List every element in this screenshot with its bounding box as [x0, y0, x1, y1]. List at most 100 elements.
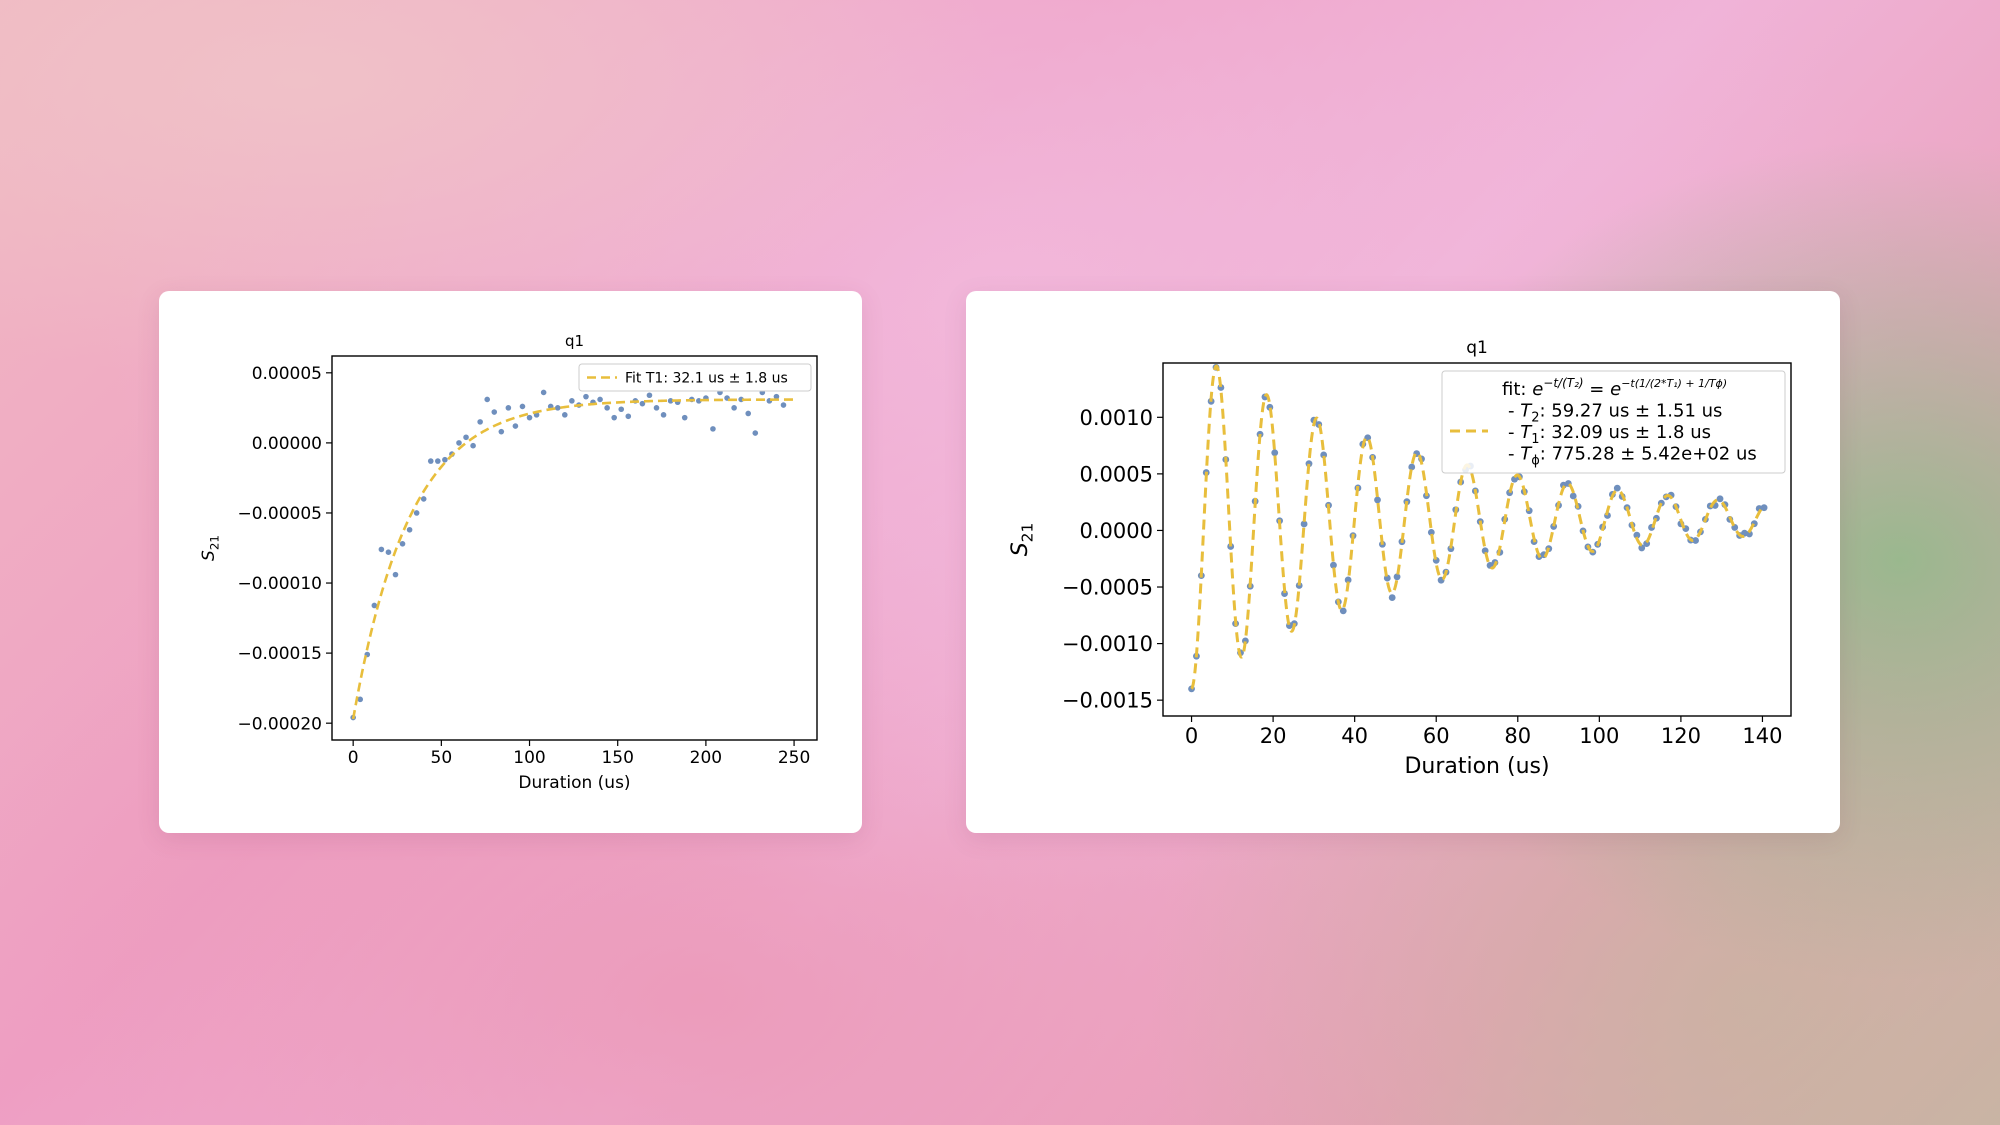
data-point [1569, 492, 1577, 500]
x-tick-label: 100 [1579, 724, 1619, 748]
data-point [385, 549, 392, 556]
plot-frame [1162, 362, 1792, 717]
data-point [1300, 520, 1308, 528]
data-point [1330, 561, 1337, 569]
data-point [392, 571, 399, 578]
data-point [491, 409, 498, 415]
data-point [519, 403, 526, 410]
data-point [420, 496, 427, 502]
data-point [477, 419, 483, 425]
legend-box [1441, 370, 1786, 474]
data-point [569, 398, 575, 404]
y-tick-label: −0.00020 [237, 714, 322, 734]
x-tick-label: 200 [690, 748, 722, 768]
data-point [442, 456, 448, 463]
chart-title: q1 [1466, 338, 1488, 358]
data-point [435, 458, 441, 464]
x-tick-label: 50 [431, 748, 453, 768]
data-point [1638, 544, 1646, 552]
data-point [745, 410, 752, 417]
data-point [512, 423, 519, 429]
data-point [611, 414, 617, 421]
data-point [1374, 496, 1381, 504]
x-tick-label: 60 [1423, 724, 1450, 748]
data-point [470, 442, 476, 449]
data-point [1716, 495, 1724, 503]
y-axis-label: S21 [199, 535, 221, 561]
x-tick-label: 0 [348, 748, 359, 768]
data-point [1393, 573, 1401, 581]
data-point [653, 405, 660, 411]
data-point [752, 430, 759, 436]
y-tick-label: −0.0005 [1062, 576, 1153, 600]
x-tick-label: 140 [1742, 724, 1782, 748]
y-tick-label: −0.00015 [237, 644, 322, 664]
y-tick-label: −0.0010 [1062, 632, 1153, 656]
data-point [646, 392, 653, 399]
data-point [597, 396, 603, 403]
data-point [1388, 594, 1396, 601]
data-point [463, 434, 469, 441]
x-tick-label: 250 [778, 748, 810, 768]
data-point [1295, 582, 1303, 589]
x-tick-label: 20 [1260, 724, 1287, 748]
y-tick-label: 0.00000 [252, 434, 322, 454]
data-point [1633, 531, 1641, 539]
data-point [681, 414, 688, 421]
data-point [639, 400, 646, 407]
data-point [710, 426, 716, 432]
y-tick-label: 0.00005 [252, 364, 322, 384]
data-point [1408, 463, 1416, 471]
data-point [1339, 607, 1347, 615]
data-point [562, 412, 568, 418]
t1-chart-card: 0 50 100 150 200 250 0.00005 0.00000 −0.00005 −0.… [159, 291, 862, 833]
y-tick-label: −0.00010 [237, 574, 322, 594]
legend-fit-param: - Tϕ: 775.28 ± 5.42e+02 us [1508, 444, 1757, 469]
y-tick-label: 0.0010 [1080, 406, 1153, 430]
x-tick-label: 40 [1341, 724, 1368, 748]
data-point [1613, 484, 1621, 492]
data-point [780, 402, 787, 408]
data-point [378, 546, 385, 553]
legend-fit-param: - T1: 32.09 us ± 1.8 us [1508, 422, 1711, 447]
x-tick-label: 150 [601, 748, 633, 768]
data-point [540, 389, 547, 396]
y-tick-label: 0.0005 [1080, 462, 1153, 486]
x-axis-label: Duration (us) [518, 773, 630, 793]
data-point [1746, 530, 1753, 538]
data-point [498, 428, 505, 435]
plot-frame [331, 355, 818, 741]
data-point [357, 696, 364, 703]
legend-fit-formula: fit: e−t/(T₂) = e−t(1/(2*T₁) + 1/Tϕ) [1502, 376, 1727, 400]
chart-title: q1 [565, 332, 584, 350]
data-point [1760, 504, 1768, 512]
data-point [1344, 576, 1352, 584]
data-point [625, 413, 632, 420]
data-point [371, 602, 378, 609]
data-point [456, 440, 462, 446]
ramsey-chart-card: 0 20 40 60 80 100 120 140 0.0010 0.0005 0.0000 −0.0… [966, 291, 1840, 833]
data-point [505, 405, 512, 411]
data-point [604, 405, 610, 411]
t1-chart: 0 50 100 150 200 250 0.00005 0.00000 −0.00005 −0.… [199, 332, 818, 793]
data-point [1447, 545, 1455, 553]
ramsey-chart: 0 20 40 60 80 100 120 140 0.0010 0.0005 0.0000 −0.0… [1008, 338, 1792, 779]
data-point [399, 540, 406, 547]
data-point [526, 414, 533, 421]
data-point [1271, 449, 1279, 457]
x-axis-label: Duration (us) [1404, 754, 1549, 779]
y-tick-label: −0.0015 [1062, 689, 1153, 713]
data-point [554, 405, 561, 411]
fit-curve [351, 398, 795, 720]
y-tick-label: −0.00005 [237, 504, 322, 524]
data-point [660, 412, 667, 418]
data-point [413, 510, 420, 516]
data-point [583, 393, 589, 400]
x-tick-label: 100 [513, 748, 545, 768]
x-tick-label: 0 [1185, 724, 1198, 748]
data-point [618, 406, 625, 413]
data-point [484, 396, 491, 403]
data-point [427, 458, 434, 464]
legend-fit-param: - T2: 59.27 us ± 1.51 us [1508, 401, 1722, 426]
x-tick-label: 80 [1504, 724, 1531, 748]
